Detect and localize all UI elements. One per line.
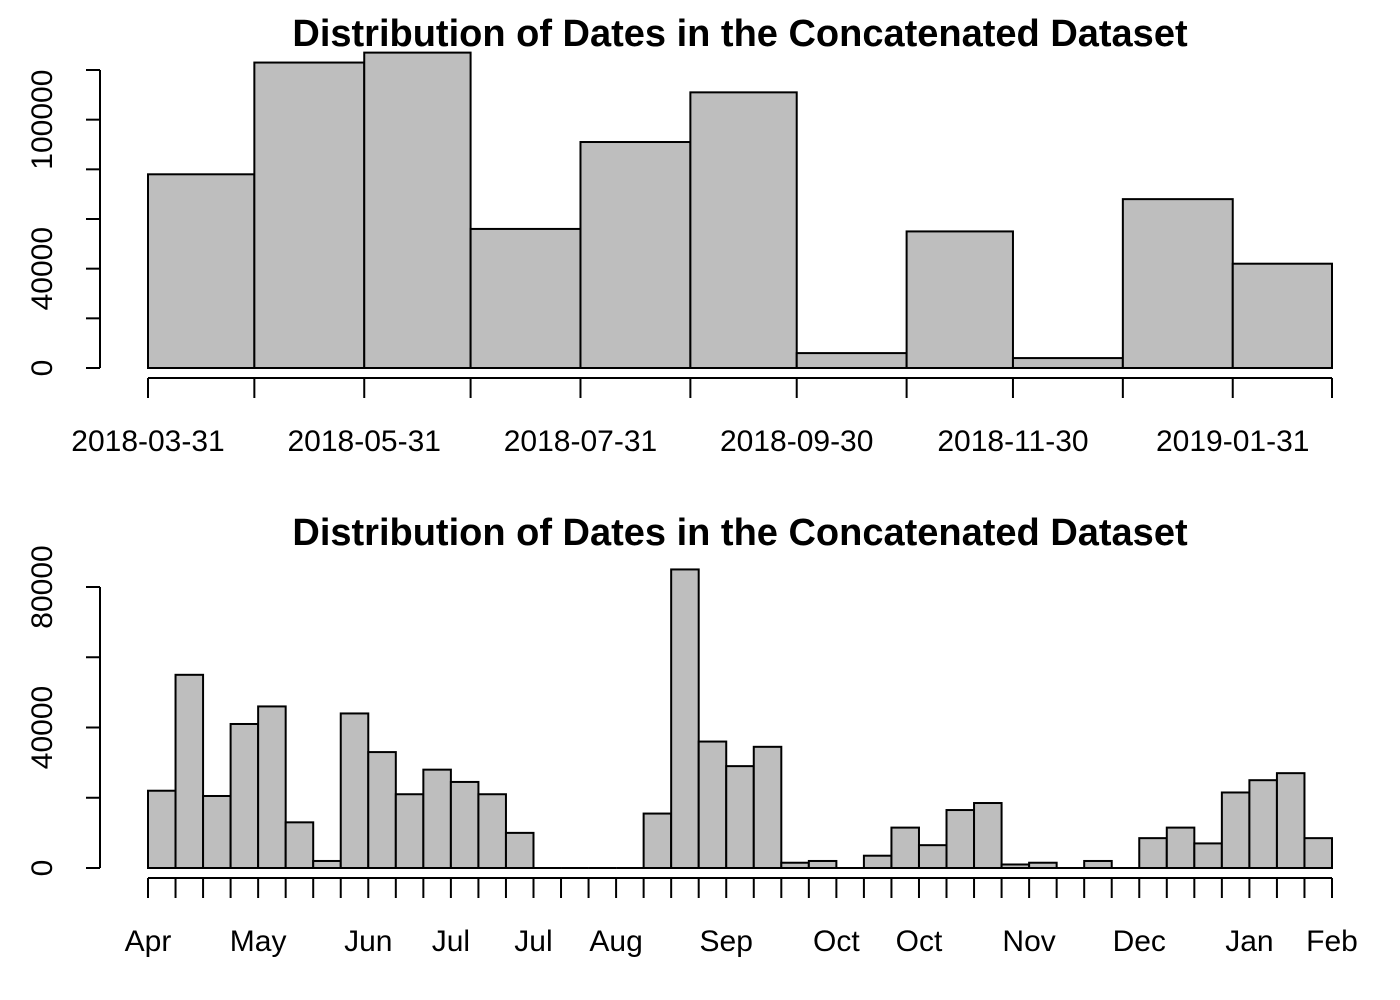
bottom-bar-10 (422, 768, 452, 870)
bottom-bar-23 (780, 861, 810, 870)
top-bar-2 (363, 51, 472, 369)
top-bar-3 (469, 227, 582, 369)
bottom-chart-title: Distribution of Dates in the Concatenate… (292, 512, 1188, 554)
bottom-bar-2 (202, 794, 232, 870)
bottom-x-tick-label-6: Sep (700, 925, 753, 958)
bottom-bar-41 (1275, 772, 1306, 869)
top-x-tick-label-5: 2019-01-31 (1156, 425, 1309, 458)
top-bar-9 (1121, 198, 1234, 369)
top-bar-7 (905, 230, 1014, 369)
top-bar-8 (1011, 357, 1124, 370)
bottom-bar-7 (339, 712, 370, 870)
top-bar-4 (579, 141, 692, 369)
bottom-bar-27 (890, 826, 920, 870)
bottom-bar-21 (725, 765, 755, 870)
bottom-x-tick-label-8: Oct (896, 925, 943, 958)
bottom-x-tick-label-12: Feb (1306, 925, 1358, 958)
top-x-tick-label-4: 2018-11-30 (937, 425, 1088, 458)
bottom-bar-8 (367, 751, 397, 870)
bottom-bar-30 (973, 802, 1003, 869)
bottom-x-tick-label-5: Aug (589, 925, 642, 958)
bottom-y-tick-label-0: 0 (26, 860, 59, 877)
bottom-x-tick-label-11: Jan (1225, 925, 1273, 958)
bottom-x-tick-label-0: Apr (125, 925, 172, 958)
bottom-bar-13 (504, 831, 535, 869)
bottom-bar-38 (1193, 842, 1223, 869)
bottom-bar-18 (642, 812, 673, 870)
top-bar-1 (253, 61, 366, 370)
bottom-bar-34 (1083, 859, 1113, 869)
bottom-bar-3 (229, 722, 260, 869)
top-chart-title: Distribution of Dates in the Concatenate… (292, 13, 1188, 55)
bottom-x-tick-label-2: Jun (344, 925, 392, 958)
bottom-y-tick-label-1: 40000 (26, 686, 59, 769)
bottom-bars (147, 568, 1333, 870)
bottom-y-axis: 0 40000 80000 (26, 545, 101, 877)
bottom-bar-20 (697, 740, 728, 869)
bottom-bar-40 (1248, 779, 1278, 869)
top-x-axis: 2018-03-31 2018-05-31 2018-07-31 2018-09-30… (71, 377, 1333, 458)
top-bar-6 (795, 352, 908, 370)
bottom-bar-19 (670, 568, 700, 869)
top-bars (147, 51, 1334, 370)
bottom-bar-37 (1165, 826, 1196, 870)
top-y-tick-label-0: 0 (26, 360, 59, 377)
bottom-bar-12 (477, 793, 507, 869)
bottom-bar-9 (394, 793, 425, 869)
bottom-bar-39 (1220, 791, 1251, 870)
bottom-bar-0 (147, 789, 177, 869)
bottom-x-tick-label-9: Nov (1002, 925, 1055, 958)
bottom-bar-24 (807, 859, 838, 869)
top-y-axis: 0 40000 100000 (26, 69, 101, 377)
bottom-bar-28 (917, 844, 948, 870)
bottom-bar-1 (174, 673, 205, 869)
top-y-tick-label-1: 40000 (26, 227, 59, 310)
top-x-tick-label-0: 2018-03-31 (71, 425, 224, 458)
bottom-bar-6 (312, 859, 342, 869)
bottom-bar-32 (1028, 861, 1058, 870)
bottom-x-tick-label-7: Oct (813, 925, 860, 958)
bottom-x-axis: Apr May Jun Jul Jul Aug Sep Oct Oct Nov Dec Jan Feb (125, 877, 1358, 958)
bottom-x-tick-label-3: Jul (432, 925, 470, 958)
bottom-y-tick-label-2: 80000 (26, 545, 59, 628)
bottom-x-tick-label-4: Jul (514, 925, 552, 958)
top-bar-0 (147, 173, 256, 369)
bottom-bar-31 (1000, 863, 1031, 869)
bottom-x-tick-label-10: Dec (1113, 925, 1166, 958)
bottom-histogram-panel: Distribution of Dates in the Concatenate… (26, 512, 1358, 958)
top-x-tick-label-1: 2018-05-31 (288, 425, 441, 458)
bottom-bar-11 (449, 780, 480, 869)
top-histogram-panel: Distribution of Dates in the Concatenate… (26, 13, 1334, 458)
top-x-tick-label-3: 2018-09-30 (720, 425, 873, 458)
bottom-bar-4 (257, 705, 287, 869)
top-x-tick-label-2: 2018-07-31 (504, 425, 657, 458)
bottom-bar-36 (1138, 837, 1168, 869)
top-y-tick-label-2: 100000 (26, 70, 59, 170)
top-bar-5 (689, 91, 798, 369)
bottom-bar-42 (1303, 837, 1333, 869)
bottom-bar-29 (945, 809, 976, 870)
bottom-bar-22 (752, 745, 783, 869)
bottom-bar-5 (284, 821, 315, 870)
bottom-bar-26 (862, 854, 893, 869)
top-bar-10 (1231, 262, 1334, 370)
bottom-x-tick-label-1: May (230, 925, 287, 958)
